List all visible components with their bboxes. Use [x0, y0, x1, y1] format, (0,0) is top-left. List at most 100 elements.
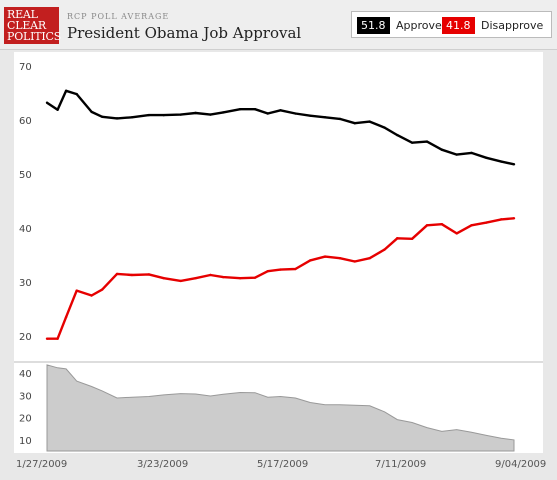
data-point-approve	[130, 116, 134, 119]
chart-svg: 70 60 50 40 30 20 40 30 20 10	[14, 62, 543, 452]
y-tick-label: 60	[19, 116, 32, 127]
data-point-approve	[64, 89, 68, 93]
data-point-approve	[253, 108, 257, 111]
data-point-disapprove	[115, 272, 119, 276]
data-point-approve	[353, 122, 356, 125]
y-tick-label: 70	[19, 62, 32, 73]
y-tick-label: 20	[19, 332, 32, 343]
spread-area	[46, 364, 515, 452]
spread-area-chart: 40 30 20 10	[19, 364, 515, 452]
data-point-approve	[338, 117, 342, 121]
data-point-disapprove	[512, 217, 516, 220]
data-point-approve	[209, 113, 212, 116]
data-point-approve	[485, 156, 488, 159]
data-point-approve	[396, 133, 399, 137]
data-point-approve	[294, 112, 297, 115]
legend-approve-value: 51.8	[357, 17, 390, 34]
data-point-approve	[455, 153, 458, 156]
data-point-approve	[266, 112, 269, 115]
rcp-logo[interactable]: REAL CLEAR POLITICS	[4, 7, 62, 44]
data-point-approve	[323, 116, 327, 119]
data-point-approve	[470, 151, 473, 155]
data-point-approve	[440, 148, 444, 151]
spread-y-tick-label: 20	[19, 414, 32, 425]
data-point-disapprove	[130, 273, 134, 277]
data-point-approve	[100, 115, 104, 118]
data-point-approve	[90, 110, 93, 114]
data-point-disapprove	[162, 277, 165, 280]
series-line-approve	[46, 89, 515, 166]
data-point-disapprove	[410, 237, 414, 240]
data-point-approve	[425, 140, 429, 143]
data-point-disapprove	[194, 277, 197, 280]
chart-legend: 51.8 Approve 41.8 Disapprove	[351, 11, 552, 38]
data-point-approve	[410, 141, 414, 144]
y-tick-label: 30	[19, 278, 32, 289]
data-point-disapprove	[209, 273, 212, 277]
x-tick-label: 1/27/2009	[16, 459, 68, 470]
spread-y-tick-label: 30	[19, 391, 32, 402]
data-point-approve	[383, 126, 386, 129]
legend-approve-label: Approve	[396, 19, 442, 32]
chart-title: President Obama Job Approval	[67, 24, 302, 42]
data-point-disapprove	[440, 223, 444, 226]
data-point-disapprove	[147, 273, 151, 276]
data-point-approve	[162, 113, 165, 117]
data-point-disapprove	[45, 337, 49, 340]
data-point-disapprove	[383, 248, 386, 251]
data-point-approve	[279, 109, 282, 112]
y-tick-label: 50	[19, 170, 32, 181]
data-point-approve	[368, 120, 371, 123]
logo-line-3: POLITICS	[7, 30, 62, 43]
data-point-disapprove	[266, 270, 269, 273]
data-point-disapprove	[353, 260, 356, 263]
data-point-approve	[75, 92, 78, 96]
spread-y-tick-label: 10	[19, 436, 32, 447]
y-tick-label: 40	[19, 224, 32, 235]
data-point-disapprove	[75, 289, 78, 292]
logo-line-2: CLEAR	[7, 19, 46, 32]
data-point-approve	[500, 160, 503, 163]
main-line-chart: 70 60 50 40 30 20	[19, 62, 516, 343]
data-point-approve	[238, 108, 242, 111]
legend-disapprove-value: 41.8	[442, 17, 475, 34]
legend-disapprove-label: Disapprove	[481, 19, 544, 32]
data-point-approve	[221, 111, 225, 114]
data-point-disapprove	[90, 294, 93, 297]
data-point-disapprove	[221, 275, 225, 279]
data-point-disapprove	[323, 255, 327, 258]
spread-y-tick-label: 40	[19, 369, 32, 380]
data-point-approve	[309, 114, 312, 117]
series-line-disapprove	[47, 217, 515, 340]
data-point-disapprove	[500, 218, 503, 221]
chart-kicker: RCP POLL AVERAGE	[67, 12, 170, 21]
data-point-disapprove	[56, 337, 59, 340]
x-tick-label: 7/11/2009	[375, 459, 427, 470]
data-point-approve	[194, 111, 197, 115]
plot-area: 70 60 50 40 30 20 40 30 20 10	[14, 52, 543, 453]
data-point-disapprove	[100, 288, 104, 291]
data-point-approve	[115, 117, 119, 120]
data-point-disapprove	[309, 259, 312, 262]
data-point-approve	[147, 113, 151, 117]
data-point-disapprove	[470, 224, 473, 227]
data-point-disapprove	[238, 277, 242, 280]
data-point-disapprove	[455, 232, 458, 235]
data-point-approve	[56, 108, 59, 111]
x-tick-label: 5/17/2009	[257, 459, 309, 470]
data-point-approve	[45, 101, 49, 104]
data-point-disapprove	[179, 279, 182, 283]
logo-line-1: REAL	[7, 8, 38, 21]
x-tick-label: 3/23/2009	[137, 459, 189, 470]
data-point-approve	[512, 163, 516, 166]
data-point-approve	[179, 113, 182, 116]
chart-header: REAL CLEAR POLITICS RCP POLL AVERAGE Pre…	[0, 0, 557, 50]
data-point-disapprove	[485, 221, 488, 224]
data-point-disapprove	[64, 315, 68, 319]
data-point-disapprove	[253, 276, 257, 279]
data-point-disapprove	[279, 268, 282, 271]
data-point-disapprove	[294, 267, 297, 271]
data-point-disapprove	[368, 257, 371, 260]
data-point-disapprove	[425, 224, 429, 227]
data-point-disapprove	[338, 257, 342, 260]
